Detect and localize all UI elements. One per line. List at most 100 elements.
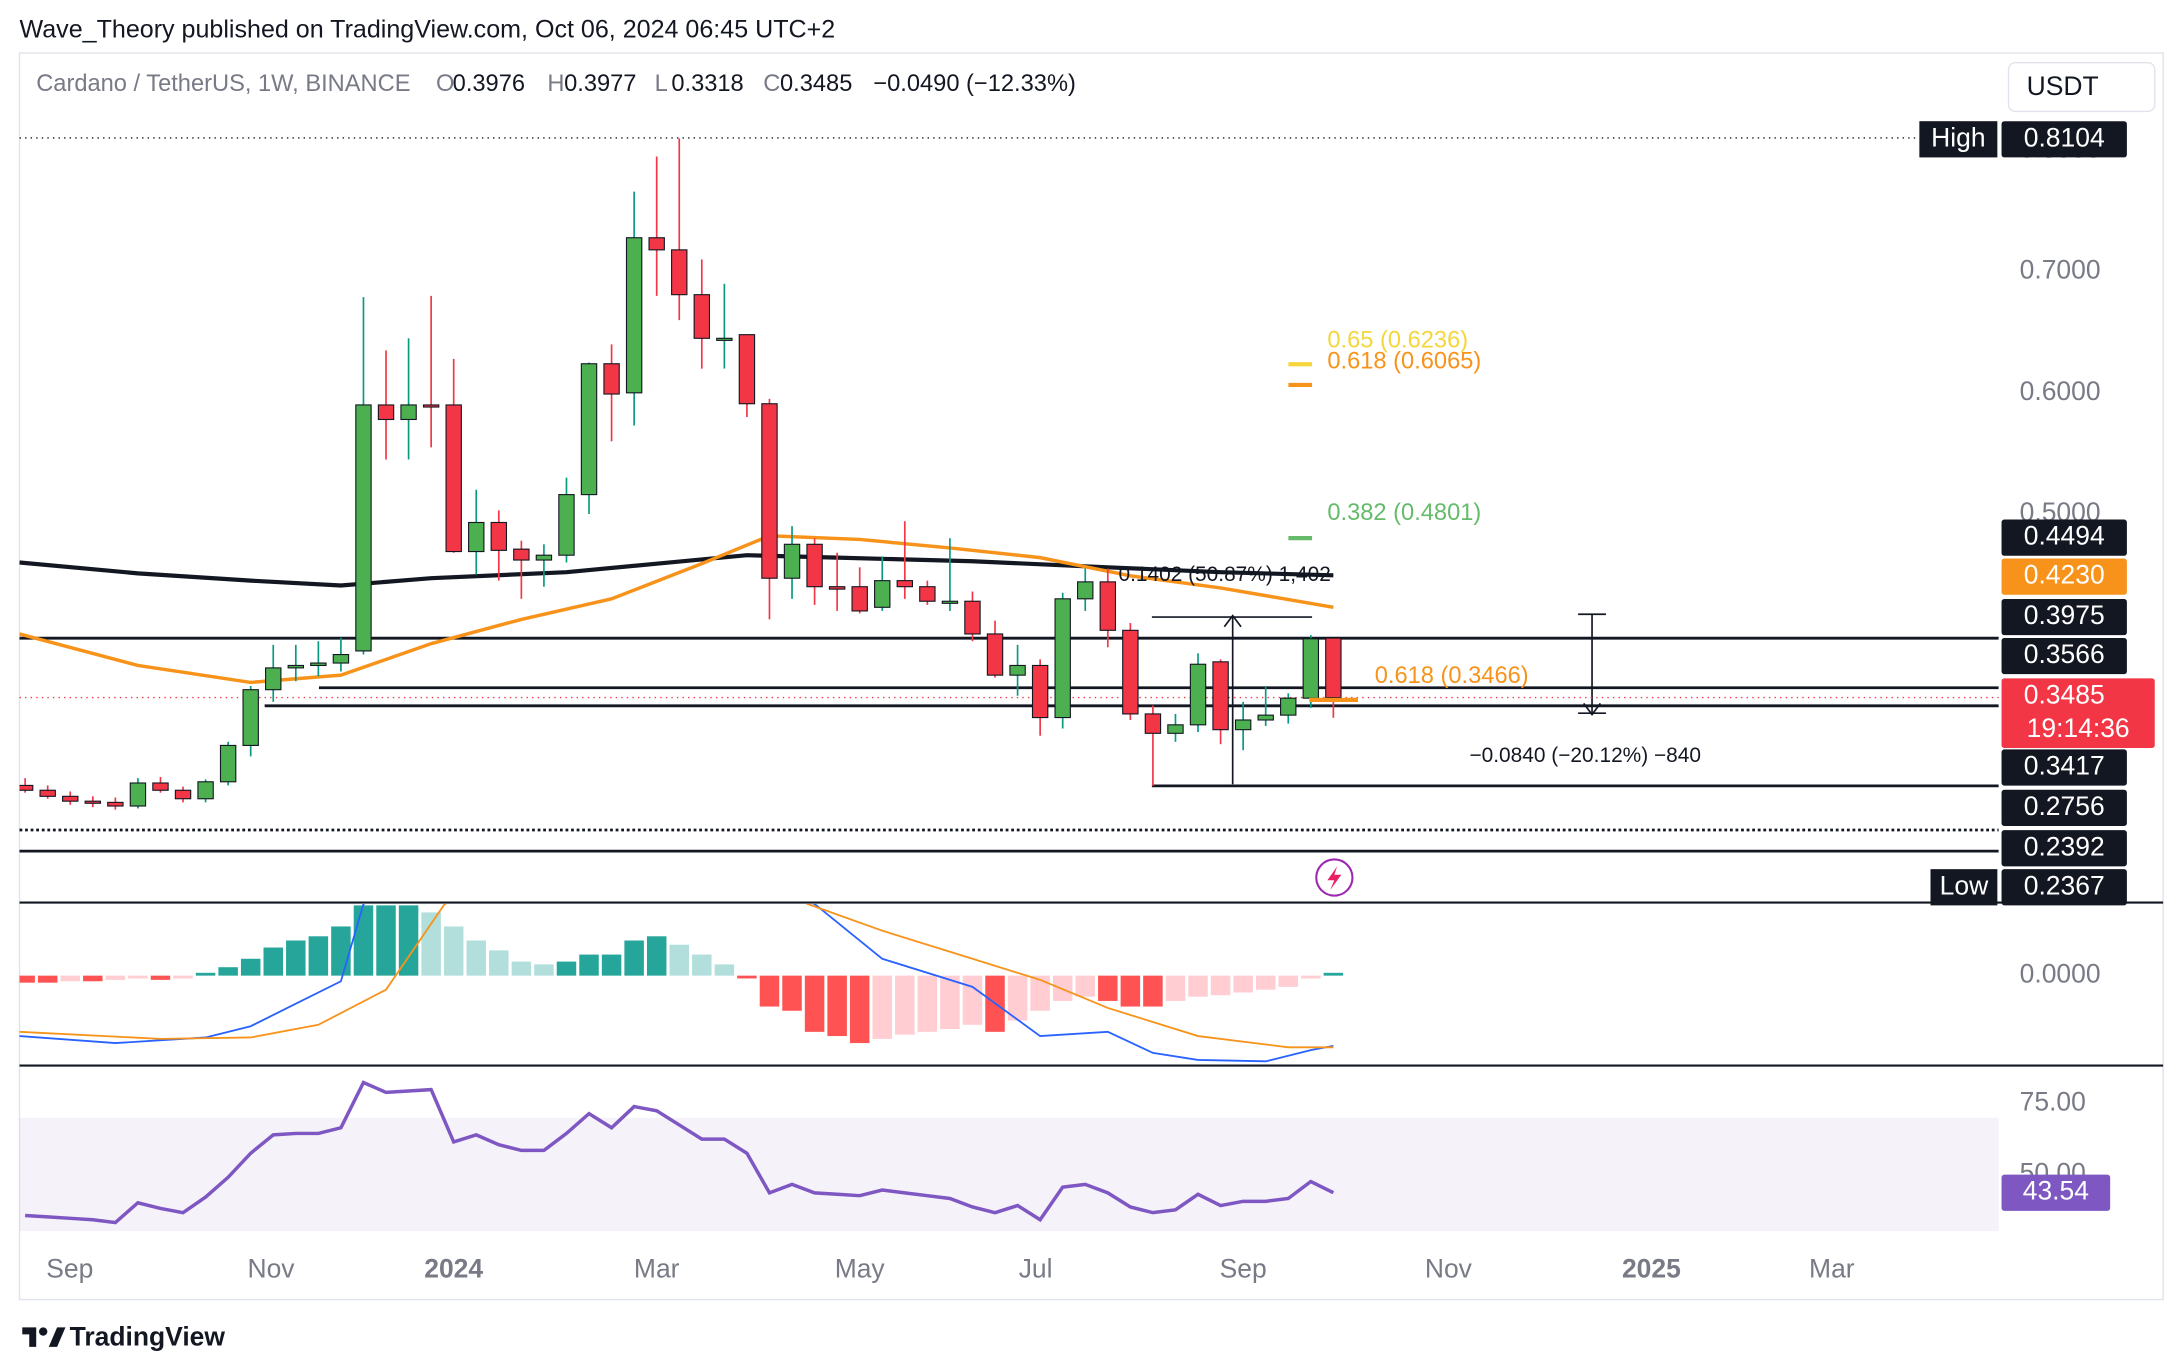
candle-body xyxy=(1257,714,1274,721)
macd-bar xyxy=(669,944,689,976)
macd-bar xyxy=(19,975,35,983)
candle-body xyxy=(332,653,350,664)
y-tick-label: 0.0000 xyxy=(2020,959,2101,989)
high-tag-label: 0.8104 xyxy=(2024,122,2105,152)
macd-line xyxy=(19,903,1334,1063)
fib-label: 0.65 (0.6236) xyxy=(1327,328,1468,354)
moving-average xyxy=(19,553,1334,588)
candle-body xyxy=(603,363,620,395)
candle-body xyxy=(874,580,891,608)
fib-label: 0.618 (0.3466) xyxy=(1375,663,1529,689)
macd-bar xyxy=(511,961,532,976)
macd-bar xyxy=(195,972,216,976)
macd-bar xyxy=(872,975,892,1039)
low-tag-label: 0.2367 xyxy=(2024,870,2105,900)
macd-bar xyxy=(173,975,193,979)
candle-body xyxy=(1167,724,1184,734)
rsi-tag-label: 43.54 xyxy=(2023,1176,2089,1206)
legend-open: 0.3976 xyxy=(453,71,525,97)
macd-bar xyxy=(1323,972,1344,976)
x-tick-label: Sep xyxy=(1220,1253,1267,1283)
price-tag xyxy=(2001,519,2127,556)
macd-bar xyxy=(1030,975,1050,1011)
price-tag-label: 0.3566 xyxy=(2024,639,2105,669)
price-tag xyxy=(2001,749,2127,786)
price-tag-label: 0.4230 xyxy=(2024,560,2105,590)
candle-body xyxy=(964,600,981,635)
candle-body xyxy=(219,744,237,783)
x-tick-label: Mar xyxy=(1809,1253,1855,1283)
low-tag xyxy=(2001,869,2127,906)
candle-body xyxy=(738,334,756,405)
x-tick-label: 2025 xyxy=(1622,1253,1681,1283)
last-price-tag xyxy=(2001,678,2155,748)
candle-body xyxy=(197,781,214,800)
candle-body xyxy=(828,586,846,590)
candle-body xyxy=(310,662,327,667)
macd-bar xyxy=(692,954,712,976)
candle-body xyxy=(986,633,1004,676)
macd-bar xyxy=(759,975,780,1007)
publisher: Wave_Theory published on TradingView.com… xyxy=(19,15,835,43)
macd-line xyxy=(19,903,1334,1049)
candle-body xyxy=(445,404,462,553)
symbol: Cardano / TetherUS, 1W, BINANCE xyxy=(36,71,410,97)
x-tick-label: Nov xyxy=(1425,1253,1473,1283)
macd-bar xyxy=(646,936,667,976)
candle-body xyxy=(625,237,643,394)
candle-body xyxy=(129,782,147,807)
x-tick-label: 2024 xyxy=(424,1253,483,1283)
macd-bar xyxy=(1165,975,1186,1001)
candle-body xyxy=(648,237,665,251)
candle-body xyxy=(174,789,192,800)
macd-bar xyxy=(895,975,915,1035)
candle-body xyxy=(1099,581,1117,631)
candle-body xyxy=(287,664,305,669)
x-tick-label: Sep xyxy=(46,1253,93,1283)
pane xyxy=(19,1080,1999,1232)
price-tag-label: 0.2392 xyxy=(2024,831,2105,861)
macd-bar xyxy=(1255,975,1276,990)
candle-body xyxy=(1054,598,1071,719)
candle-body xyxy=(693,294,711,339)
candle-body xyxy=(1031,664,1049,719)
x-tick-label: May xyxy=(835,1253,886,1283)
macd-bar xyxy=(556,961,577,976)
pane: 0.65 (0.6236)0.618 (0.6065) 0.382 (0.4801… xyxy=(19,137,1999,853)
macd-bar xyxy=(83,975,103,982)
candle-body xyxy=(671,249,688,296)
currency: USDT xyxy=(2027,71,2099,101)
annotation: 0.1402 (50.87%) 1,402 xyxy=(1118,563,1330,586)
candle-body xyxy=(851,586,868,612)
frame xyxy=(18,52,2164,1301)
candle-body xyxy=(1234,719,1252,731)
candle-body xyxy=(377,404,395,421)
legend-change: −0.0490 (−12.33%) xyxy=(873,71,1076,97)
macd-bar xyxy=(398,905,419,976)
price-tag-label: 0.3975 xyxy=(2024,600,2105,630)
x-tick-label: Nov xyxy=(247,1253,295,1283)
candle-body xyxy=(716,337,733,341)
high-label: High xyxy=(1931,122,1985,152)
legend-high: 0.3977 xyxy=(564,71,636,97)
macd-bar xyxy=(1278,975,1298,987)
last-price-label: 0.3485 xyxy=(2024,679,2105,709)
candle-body xyxy=(1325,637,1342,699)
currency-button[interactable] xyxy=(2007,61,2156,113)
candle-body xyxy=(107,801,124,807)
macd-bar xyxy=(579,954,599,976)
alert-bolt xyxy=(1327,866,1342,891)
macd-bar xyxy=(308,936,329,976)
macd-bar xyxy=(962,975,983,1025)
candle-body xyxy=(513,548,530,561)
macd-bar xyxy=(1075,975,1095,997)
y-tick-label: 75.00 xyxy=(2020,1087,2086,1117)
high-tag xyxy=(2001,121,2127,158)
candle-body xyxy=(535,554,553,561)
fib-label: 0.618 (0.6065) xyxy=(1327,348,1481,374)
candle-body xyxy=(1144,713,1162,734)
candle-body xyxy=(400,404,417,421)
logo xyxy=(22,1327,66,1347)
macd-bar xyxy=(804,975,825,1032)
